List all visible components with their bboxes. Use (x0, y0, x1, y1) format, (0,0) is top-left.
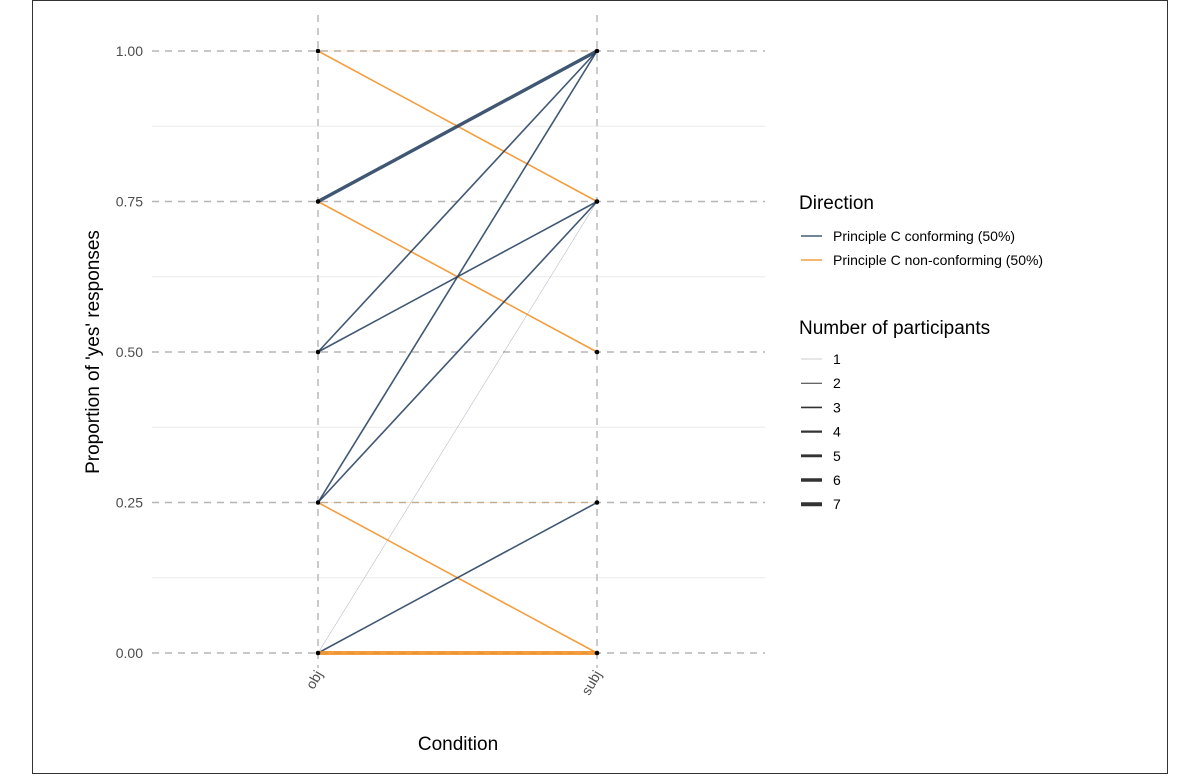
data-point (594, 349, 600, 355)
data-point (315, 650, 321, 656)
legend-label-count: 4 (833, 424, 841, 440)
legend-participants: Number of participants 1 2 3 4 5 6 7 (799, 318, 990, 512)
legend-label-non_conforming: Principle C non-conforming (50%) (833, 252, 1043, 268)
data-point (594, 500, 600, 505)
y-axis-title: Proportion of 'yes' responses (83, 230, 104, 474)
chart-border (32, 0, 1168, 774)
data-point (594, 650, 600, 656)
series-layer (317, 49, 598, 655)
legend-label-count: 5 (833, 448, 841, 464)
series-line-conforming (317, 50, 598, 353)
series-line-conforming (317, 200, 598, 504)
legend-label-count: 1 (833, 351, 841, 367)
legend-label-count: 3 (833, 399, 841, 415)
y-tick-label: 1.00 (116, 43, 143, 59)
y-tick-label: 0.00 (116, 645, 143, 661)
series-line-conforming (317, 50, 598, 503)
y-tick-labels: 0.00 0.25 0.50 0.75 1.00 (116, 43, 143, 661)
y-tick-label: 0.50 (116, 344, 143, 360)
data-point (315, 500, 321, 505)
data-point (315, 349, 321, 355)
legend-label-count: 6 (833, 472, 841, 488)
series-line-conforming (317, 49, 598, 203)
x-axis-title: Condition (418, 734, 498, 755)
legend-direction-title: Direction (799, 193, 874, 214)
legend-label-count: 2 (833, 375, 841, 391)
data-point (315, 199, 321, 204)
series-line-conforming (317, 201, 598, 654)
legend-participants-title: Number of participants (799, 318, 990, 339)
points-layer (315, 48, 600, 656)
series-line-conforming (317, 501, 598, 654)
legend-label-count: 7 (833, 496, 841, 512)
data-point (594, 48, 600, 54)
grid-layer (152, 15, 765, 668)
y-tick-label: 0.75 (116, 194, 143, 210)
y-tick-label: 0.25 (116, 495, 143, 511)
legend-direction: Direction Principle C conforming (50%) Pr… (799, 193, 1043, 268)
legend-label-conforming: Principle C conforming (50%) (833, 228, 1015, 244)
data-point (315, 48, 321, 54)
data-point (594, 199, 600, 204)
